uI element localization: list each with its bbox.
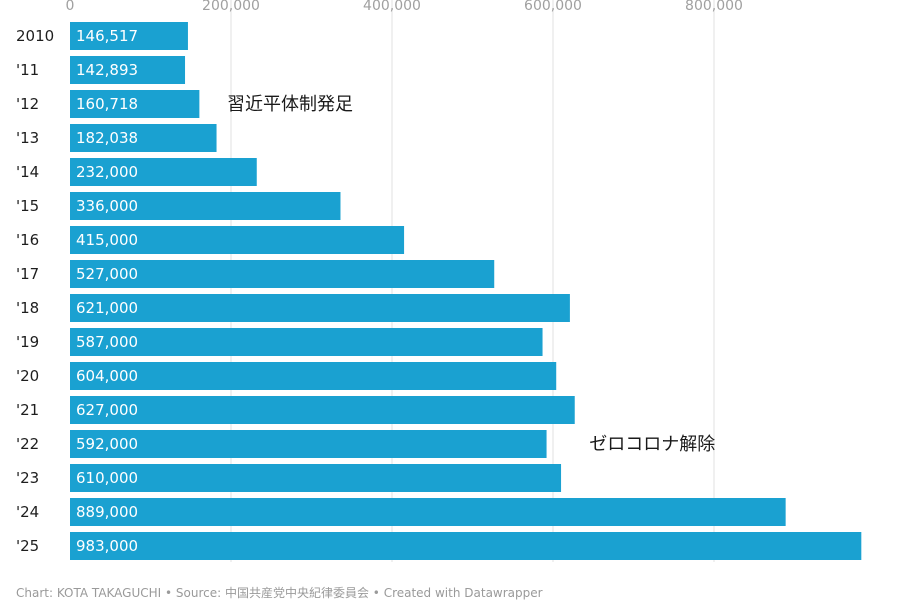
bar-value-label: 182,038 [76, 129, 138, 147]
category-label: '13 [16, 129, 39, 147]
bar [70, 498, 786, 526]
category-label: '21 [16, 401, 39, 419]
x-tick-label: 0 [66, 0, 75, 14]
bar-value-label: 983,000 [76, 537, 138, 555]
bar-value-label: 527,000 [76, 265, 138, 283]
bar-value-label: 627,000 [76, 401, 138, 419]
bar [70, 396, 575, 424]
category-label: '15 [16, 197, 39, 215]
bar [70, 362, 557, 390]
x-axis-ticks: 0 200,000 400,000 600,000 800,000 [66, 0, 743, 14]
bar [70, 532, 862, 560]
x-tick-label: 800,000 [685, 0, 743, 14]
bar-value-label: 610,000 [76, 469, 138, 487]
category-label: '18 [16, 299, 39, 317]
bar-value-label: 587,000 [76, 333, 138, 351]
bar [70, 158, 257, 186]
bar [70, 56, 186, 84]
bar-value-label: 592,000 [76, 435, 138, 453]
category-label: '11 [16, 61, 39, 79]
bar-value-label: 336,000 [76, 197, 138, 215]
category-label: '19 [16, 333, 39, 351]
bar [70, 328, 543, 356]
bar [70, 90, 200, 118]
category-label: '14 [16, 163, 39, 181]
bar [70, 226, 405, 254]
annotation-label: 習近平体制発足 [227, 94, 353, 115]
bar [70, 430, 547, 458]
bar-value-label: 160,718 [76, 95, 138, 113]
x-tick-label: 200,000 [202, 0, 260, 14]
bar-value-label: 621,000 [76, 299, 138, 317]
category-label: '16 [16, 231, 39, 249]
category-labels: 2010 '11 '12 '13 '14 '15 '16 '17 '18 '19 '20 '21 '22… [16, 27, 54, 555]
bar-value-label: 415,000 [76, 231, 138, 249]
bar-value-label: 142,893 [76, 61, 138, 79]
category-label: '25 [16, 537, 39, 555]
bar [70, 192, 341, 220]
category-label: '17 [16, 265, 39, 283]
category-label: '24 [16, 503, 39, 521]
bar-value-label: 604,000 [76, 367, 138, 385]
bar [70, 260, 495, 288]
bar-value-label: 146,517 [76, 27, 138, 45]
bar [70, 464, 562, 492]
x-tick-label: 600,000 [524, 0, 582, 14]
bar-value-label: 232,000 [76, 163, 138, 181]
chart-footer: Chart: KOTA TAKAGUCHI • Source: 中国共産党中央紀… [16, 585, 543, 600]
category-label: '23 [16, 469, 39, 487]
category-label: 2010 [16, 27, 54, 45]
bar-value-label: 889,000 [76, 503, 138, 521]
annotation-label: ゼロコロナ解除 [589, 434, 715, 455]
bar [70, 22, 188, 50]
category-label: '12 [16, 95, 39, 113]
bar [70, 124, 217, 152]
bar [70, 294, 570, 322]
category-label: '22 [16, 435, 39, 453]
bars: 146,517 142,893 160,718 182,038 232,000 336,0… [70, 22, 862, 560]
category-label: '20 [16, 367, 39, 385]
x-tick-label: 400,000 [363, 0, 421, 14]
